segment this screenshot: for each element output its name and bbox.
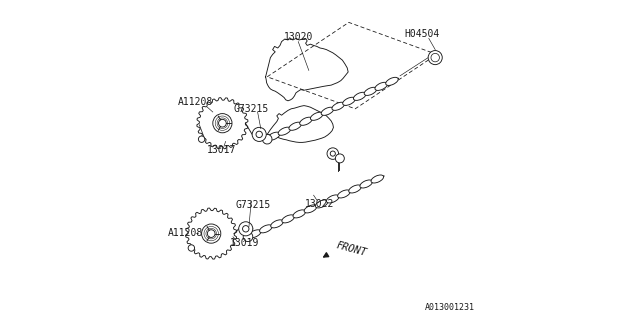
Text: A013001231: A013001231	[425, 303, 475, 312]
Ellipse shape	[337, 190, 350, 198]
Ellipse shape	[289, 122, 301, 130]
Ellipse shape	[304, 205, 317, 213]
Ellipse shape	[360, 180, 372, 188]
Text: H04504: H04504	[404, 28, 440, 39]
Ellipse shape	[375, 82, 387, 91]
Ellipse shape	[300, 117, 312, 125]
Ellipse shape	[364, 87, 377, 95]
Ellipse shape	[386, 77, 398, 85]
Text: G73215: G73215	[234, 104, 269, 114]
Circle shape	[327, 148, 339, 159]
Ellipse shape	[332, 102, 344, 110]
Ellipse shape	[282, 215, 294, 223]
Text: 13019: 13019	[230, 238, 259, 248]
Text: 13020: 13020	[284, 32, 313, 42]
Ellipse shape	[262, 134, 272, 144]
Circle shape	[188, 245, 195, 251]
Ellipse shape	[268, 132, 280, 140]
Text: G73215: G73215	[235, 200, 271, 210]
Circle shape	[212, 114, 232, 133]
Ellipse shape	[353, 92, 366, 100]
Text: A11208: A11208	[178, 97, 214, 108]
Ellipse shape	[321, 107, 333, 115]
Ellipse shape	[278, 127, 291, 135]
Circle shape	[198, 136, 205, 142]
Circle shape	[335, 154, 344, 163]
Ellipse shape	[310, 112, 323, 120]
Text: 13017: 13017	[207, 145, 236, 156]
Ellipse shape	[326, 195, 339, 203]
Text: 13022: 13022	[305, 199, 335, 209]
Ellipse shape	[243, 232, 253, 242]
Ellipse shape	[293, 210, 305, 218]
Ellipse shape	[316, 200, 328, 208]
Circle shape	[202, 224, 221, 243]
Circle shape	[252, 127, 266, 141]
Ellipse shape	[271, 220, 284, 228]
Text: FRONT: FRONT	[335, 241, 368, 259]
Circle shape	[428, 51, 442, 65]
Circle shape	[239, 222, 253, 236]
Ellipse shape	[260, 225, 272, 233]
Ellipse shape	[349, 185, 362, 193]
Ellipse shape	[342, 97, 355, 105]
Ellipse shape	[248, 230, 261, 238]
Text: A11208: A11208	[167, 228, 203, 238]
Ellipse shape	[371, 175, 383, 183]
